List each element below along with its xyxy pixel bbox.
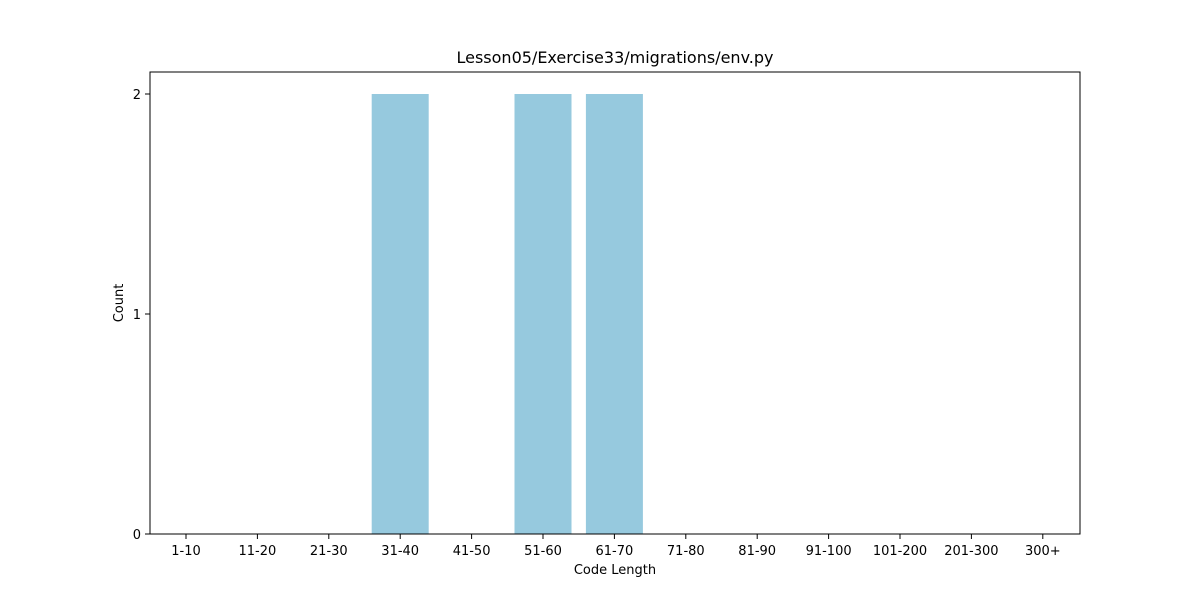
y-tick-label: 0 bbox=[133, 528, 141, 543]
chart-title: Lesson05/Exercise33/migrations/env.py bbox=[456, 48, 773, 67]
x-tick-label: 1-10 bbox=[171, 544, 201, 559]
y-axis-label: Count bbox=[112, 284, 127, 323]
x-tick-label: 41-50 bbox=[453, 544, 491, 559]
x-tick-label: 31-40 bbox=[381, 544, 419, 559]
plot-frame bbox=[149, 71, 1081, 535]
y-axis-ticks: 0 1 2 bbox=[133, 88, 150, 543]
y-tick-label: 1 bbox=[133, 308, 141, 323]
bars-group bbox=[371, 94, 643, 534]
x-tick-label: 300+ bbox=[1025, 544, 1061, 559]
x-tick-label: 61-70 bbox=[596, 544, 634, 559]
x-tick-label: 81-90 bbox=[738, 544, 776, 559]
x-tick-label: 101-200 bbox=[873, 544, 927, 559]
x-tick-label: 91-100 bbox=[806, 544, 852, 559]
x-axis-ticks: 1-10 11-20 21-30 31-40 41-50 51-60 61-70 71-80 8… bbox=[171, 534, 1061, 559]
bar-51-60 bbox=[514, 94, 572, 534]
bar-31-40 bbox=[371, 94, 429, 534]
x-tick-label: 11-20 bbox=[239, 544, 277, 559]
x-tick-label: 51-60 bbox=[524, 544, 562, 559]
x-tick-label: 21-30 bbox=[310, 544, 348, 559]
x-tick-label: 71-80 bbox=[667, 544, 705, 559]
y-tick-label: 2 bbox=[133, 88, 141, 103]
x-axis-label: Code Length bbox=[574, 563, 656, 578]
bar-61-70 bbox=[585, 94, 643, 534]
x-tick-label: 201-300 bbox=[944, 544, 998, 559]
